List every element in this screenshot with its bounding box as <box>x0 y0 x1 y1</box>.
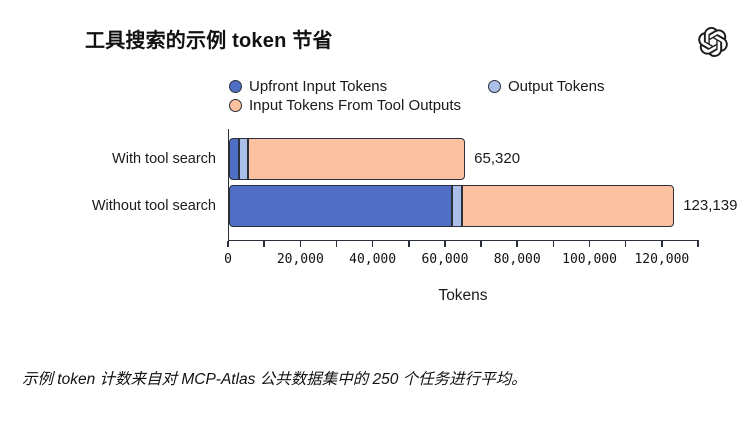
x-tick-label: 100,000 <box>562 252 617 267</box>
legend-label: Input Tokens From Tool Outputs <box>249 97 462 114</box>
bar-segment <box>239 138 249 180</box>
bar-segment <box>229 185 452 227</box>
bar-segment <box>461 185 675 227</box>
x-tick <box>624 241 627 247</box>
openai-logo-icon <box>698 27 728 57</box>
x-tick <box>697 241 699 247</box>
legend-item: Input Tokens From Tool Outputs <box>229 97 488 114</box>
legend-marker-icon <box>488 80 501 93</box>
legend-item: Upfront Input Tokens <box>229 78 488 95</box>
x-tick <box>516 241 518 247</box>
category-label: Without tool search <box>91 198 216 214</box>
x-tick <box>263 241 265 247</box>
bar-row <box>229 138 466 180</box>
legend-marker-icon <box>229 99 242 112</box>
bar-value-label: 123,139 <box>683 197 738 214</box>
x-axis: 0 20,000 40,000 60,000 80,000 100,000 120,000 <box>224 240 699 274</box>
chart-legend: Upfront Input Tokens Output Tokens Input T… <box>229 78 604 114</box>
bar-value-label: 65,320 <box>474 150 521 167</box>
x-tick <box>408 241 410 247</box>
x-tick-label: 20,000 <box>276 252 324 267</box>
category-label: With tool search <box>112 151 216 167</box>
x-tick <box>661 241 663 247</box>
x-tick <box>299 241 302 247</box>
x-tick <box>335 241 338 247</box>
x-tick-label: 80,000 <box>493 252 541 267</box>
legend-label: Output Tokens <box>508 78 605 95</box>
page-title: 工具搜索的示例 token 节省 <box>85 30 333 52</box>
bar-row <box>229 185 675 227</box>
x-tick <box>371 241 374 247</box>
legend-item: Output Tokens <box>488 78 604 95</box>
legend-label: Upfront Input Tokens <box>249 78 388 95</box>
x-tick <box>588 241 591 247</box>
x-tick-label: 40,000 <box>349 252 397 267</box>
footnote: 示例 token 计数来自对 MCP-Atlas 公共数据集中的 250 个任务… <box>22 371 527 388</box>
bar-segment <box>248 138 466 180</box>
x-tick-label: 60,000 <box>421 252 469 267</box>
category-axis-labels: With tool search Without tool search <box>0 129 222 240</box>
x-axis-title: Tokens <box>438 287 488 304</box>
bar-segment <box>451 185 462 227</box>
x-tick <box>444 241 446 247</box>
x-tick-label: 120,000 <box>634 252 690 267</box>
plot-area: 65,320 123,139 <box>228 129 737 241</box>
x-tick-label: 0 <box>224 252 232 267</box>
x-tick <box>552 241 555 247</box>
x-tick <box>480 241 482 247</box>
legend-marker-icon <box>229 80 242 93</box>
bar-segment <box>229 138 240 180</box>
x-tick <box>227 241 229 247</box>
